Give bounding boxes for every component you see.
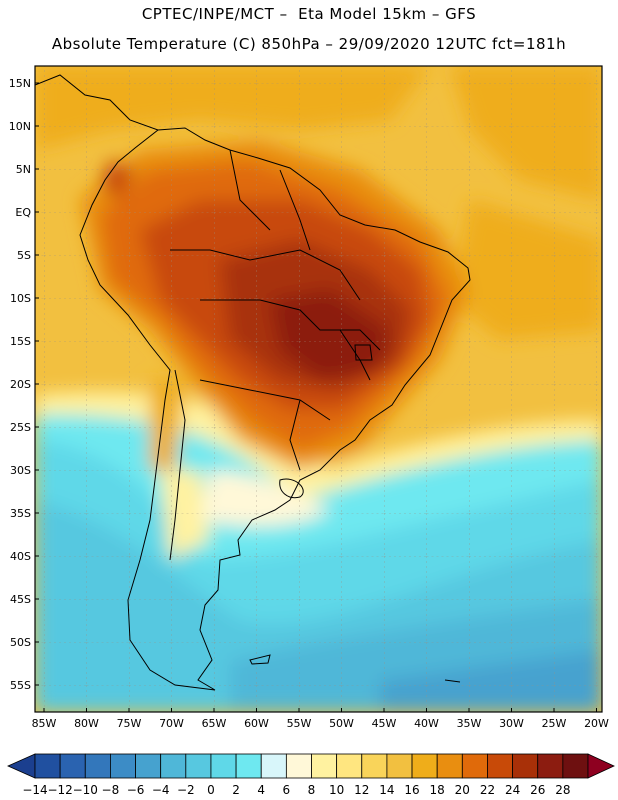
lat-label: 35S	[10, 507, 31, 520]
colorbar-swatch	[285, 753, 312, 779]
map-frame	[34, 65, 603, 713]
colorbar	[7, 753, 615, 779]
lon-label: 40W	[414, 717, 439, 730]
latitude-labels: 15N 10N 5N EQ 5S 10S 15S 20S 25S 30S 35S 40S 45S 50S 5…	[9, 77, 39, 692]
lat-label: 10N	[9, 120, 31, 133]
colorbar-label: 24	[505, 783, 520, 797]
lon-label: 50W	[329, 717, 354, 730]
colorbar-label: 26	[530, 783, 545, 797]
lon-label: 75W	[117, 717, 142, 730]
colorbar-swatch	[84, 753, 111, 779]
colorbar-label: 22	[480, 783, 495, 797]
colorbar-label: −10	[73, 783, 98, 797]
longitude-labels: 85W 80W 75W 70W 65W 60W 55W 50W 45W 40W 35W 30W 25W 2…	[32, 708, 609, 730]
colorbar-label: 28	[555, 783, 570, 797]
colorbar-label: 10	[329, 783, 344, 797]
colorbar-swatch	[185, 753, 212, 779]
lat-label: 15N	[9, 77, 31, 90]
colorbar-swatch	[59, 753, 86, 779]
lat-label: 15S	[10, 335, 31, 348]
colorbar-label: 14	[379, 783, 394, 797]
lon-label: 20W	[584, 717, 609, 730]
lon-label: 30W	[499, 717, 524, 730]
colorbar-swatch	[110, 753, 136, 779]
lat-label: 30S	[10, 464, 31, 477]
lat-label: 45S	[10, 593, 31, 606]
colorbar-label: −14	[22, 783, 47, 797]
colorbar-label: 20	[455, 783, 470, 797]
colorbar-swatch	[210, 753, 237, 779]
lon-label: 80W	[74, 717, 99, 730]
lat-label: 50S	[10, 636, 31, 649]
lon-label: 85W	[32, 717, 57, 730]
header-title-line1: CPTEC/INPE/MCT – Eta Model 15km – GFS	[141, 5, 477, 23]
lat-label: EQ	[15, 206, 31, 219]
lon-label: 35W	[457, 717, 482, 730]
colorbar-min-arrow	[7, 753, 36, 779]
colorbar-label: 12	[354, 783, 369, 797]
colorbar-swatch	[537, 753, 564, 779]
colorbar-swatch	[487, 753, 513, 779]
lat-label: 5S	[17, 249, 31, 262]
colorbar-swatch	[235, 753, 262, 779]
lon-label: 25W	[542, 717, 567, 730]
colorbar-swatch	[336, 753, 363, 779]
lon-label: 65W	[202, 717, 227, 730]
colorbar-swatch	[311, 753, 338, 779]
colorbar-label: −4	[152, 783, 170, 797]
colorbar-max-arrow	[587, 753, 615, 779]
colorbar-label: −2	[177, 783, 195, 797]
coastline-outline	[35, 74, 471, 691]
colorbar-swatch	[260, 753, 287, 779]
colorbar-swatch	[361, 753, 388, 779]
colorbar-label: 16	[404, 783, 419, 797]
colorbar-swatch	[411, 753, 438, 779]
colorbar-label: −6	[127, 783, 145, 797]
colorbar-swatch	[34, 753, 61, 779]
colorbar-label: −12	[47, 783, 72, 797]
colorbar-swatch	[461, 753, 488, 779]
lat-label: 25S	[10, 421, 31, 434]
colorbar-swatch	[436, 753, 463, 779]
colorbar-swatch	[562, 753, 589, 779]
colorbar-label: 18	[430, 783, 445, 797]
lat-label: 40S	[10, 550, 31, 563]
colorbar-label: 0	[207, 783, 215, 797]
lat-label: 55S	[10, 679, 31, 692]
header-title-line2: Absolute Temperature (C) 850hPa – 29/09/…	[51, 35, 567, 53]
colorbar-swatch	[160, 753, 187, 779]
colorbar-label: 8	[308, 783, 316, 797]
colorbar-labels: −14 −12 −10 −8 −6 −4 −2 0 2 4 6 8 10 12 14 16 18 20 22 24 26…	[22, 783, 570, 797]
colorbar-swatch	[386, 753, 413, 779]
colorbar-label: 2	[232, 783, 240, 797]
lon-label: 70W	[159, 717, 184, 730]
lat-label: 20S	[10, 378, 31, 391]
lat-label: 10S	[10, 292, 31, 305]
colorbar-label: −8	[102, 783, 120, 797]
colorbar-swatch	[135, 753, 162, 779]
lon-label: 45W	[372, 717, 397, 730]
temperature-field	[35, 66, 602, 712]
lon-label: 55W	[287, 717, 312, 730]
lat-label: 5N	[16, 163, 31, 176]
colorbar-label: 4	[257, 783, 265, 797]
colorbar-label: 6	[283, 783, 291, 797]
colorbar-swatch	[512, 753, 539, 779]
lon-label: 60W	[244, 717, 269, 730]
